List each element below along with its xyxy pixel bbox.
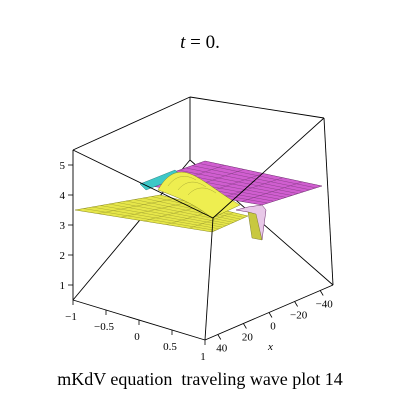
y-tick-label: 0 (134, 331, 140, 343)
z-tick-label: 2 (60, 250, 66, 262)
x-tick-mark (243, 323, 247, 329)
y-tick-label: −0.5 (94, 321, 114, 333)
y-tick-label: 1 (200, 351, 206, 363)
x-tick-mark (294, 301, 298, 307)
title-value: = 0. (185, 32, 220, 53)
surface-bump-mesh (167, 176, 217, 196)
z-axis: 1 2 3 4 5 (60, 160, 73, 292)
z-tick-label: 1 (60, 280, 66, 292)
surface (74, 160, 323, 241)
x-axis-label: x (267, 341, 273, 353)
box-edge (204, 217, 214, 341)
mesh-line (221, 177, 284, 199)
y-tick-label: −1 (65, 311, 77, 323)
box-edge (72, 96, 191, 151)
z-tick-label: 4 (60, 190, 66, 202)
x-tick-label: 0 (270, 321, 276, 333)
surface-bump (157, 171, 241, 219)
z-tick-label: 3 (60, 220, 66, 232)
plot-caption: mKdV equation traveling wave plot 14 (57, 369, 343, 389)
x-tick-mark (319, 290, 324, 296)
x-tick-label: 20 (242, 332, 254, 344)
x-tick-label: 40 (216, 343, 228, 355)
y-tick-label: 0.5 (163, 341, 177, 353)
mesh-line (189, 212, 234, 229)
title-variable: t (180, 32, 186, 53)
surface-dip-shadow (247, 211, 263, 241)
y-axis: −1 −0.5 0 0.5 1 (65, 300, 206, 363)
z-tick-label: 5 (60, 160, 66, 172)
mesh-line (241, 181, 303, 202)
box-edge (323, 117, 334, 286)
x-tick-mark (217, 334, 222, 340)
mesh-line (143, 205, 205, 222)
x-tick-label: −20 (290, 310, 308, 322)
plot-title: t = 0. (0, 32, 400, 54)
x-tick-mark (268, 312, 273, 318)
box-edge (72, 149, 214, 219)
mesh-line (120, 201, 190, 218)
box-edge (189, 96, 325, 119)
mesh-line (97, 198, 175, 214)
x-axis: 40 20 0 −20 −40 (216, 290, 334, 355)
box-edge (212, 117, 325, 219)
x-tick-label: −40 (316, 299, 334, 311)
